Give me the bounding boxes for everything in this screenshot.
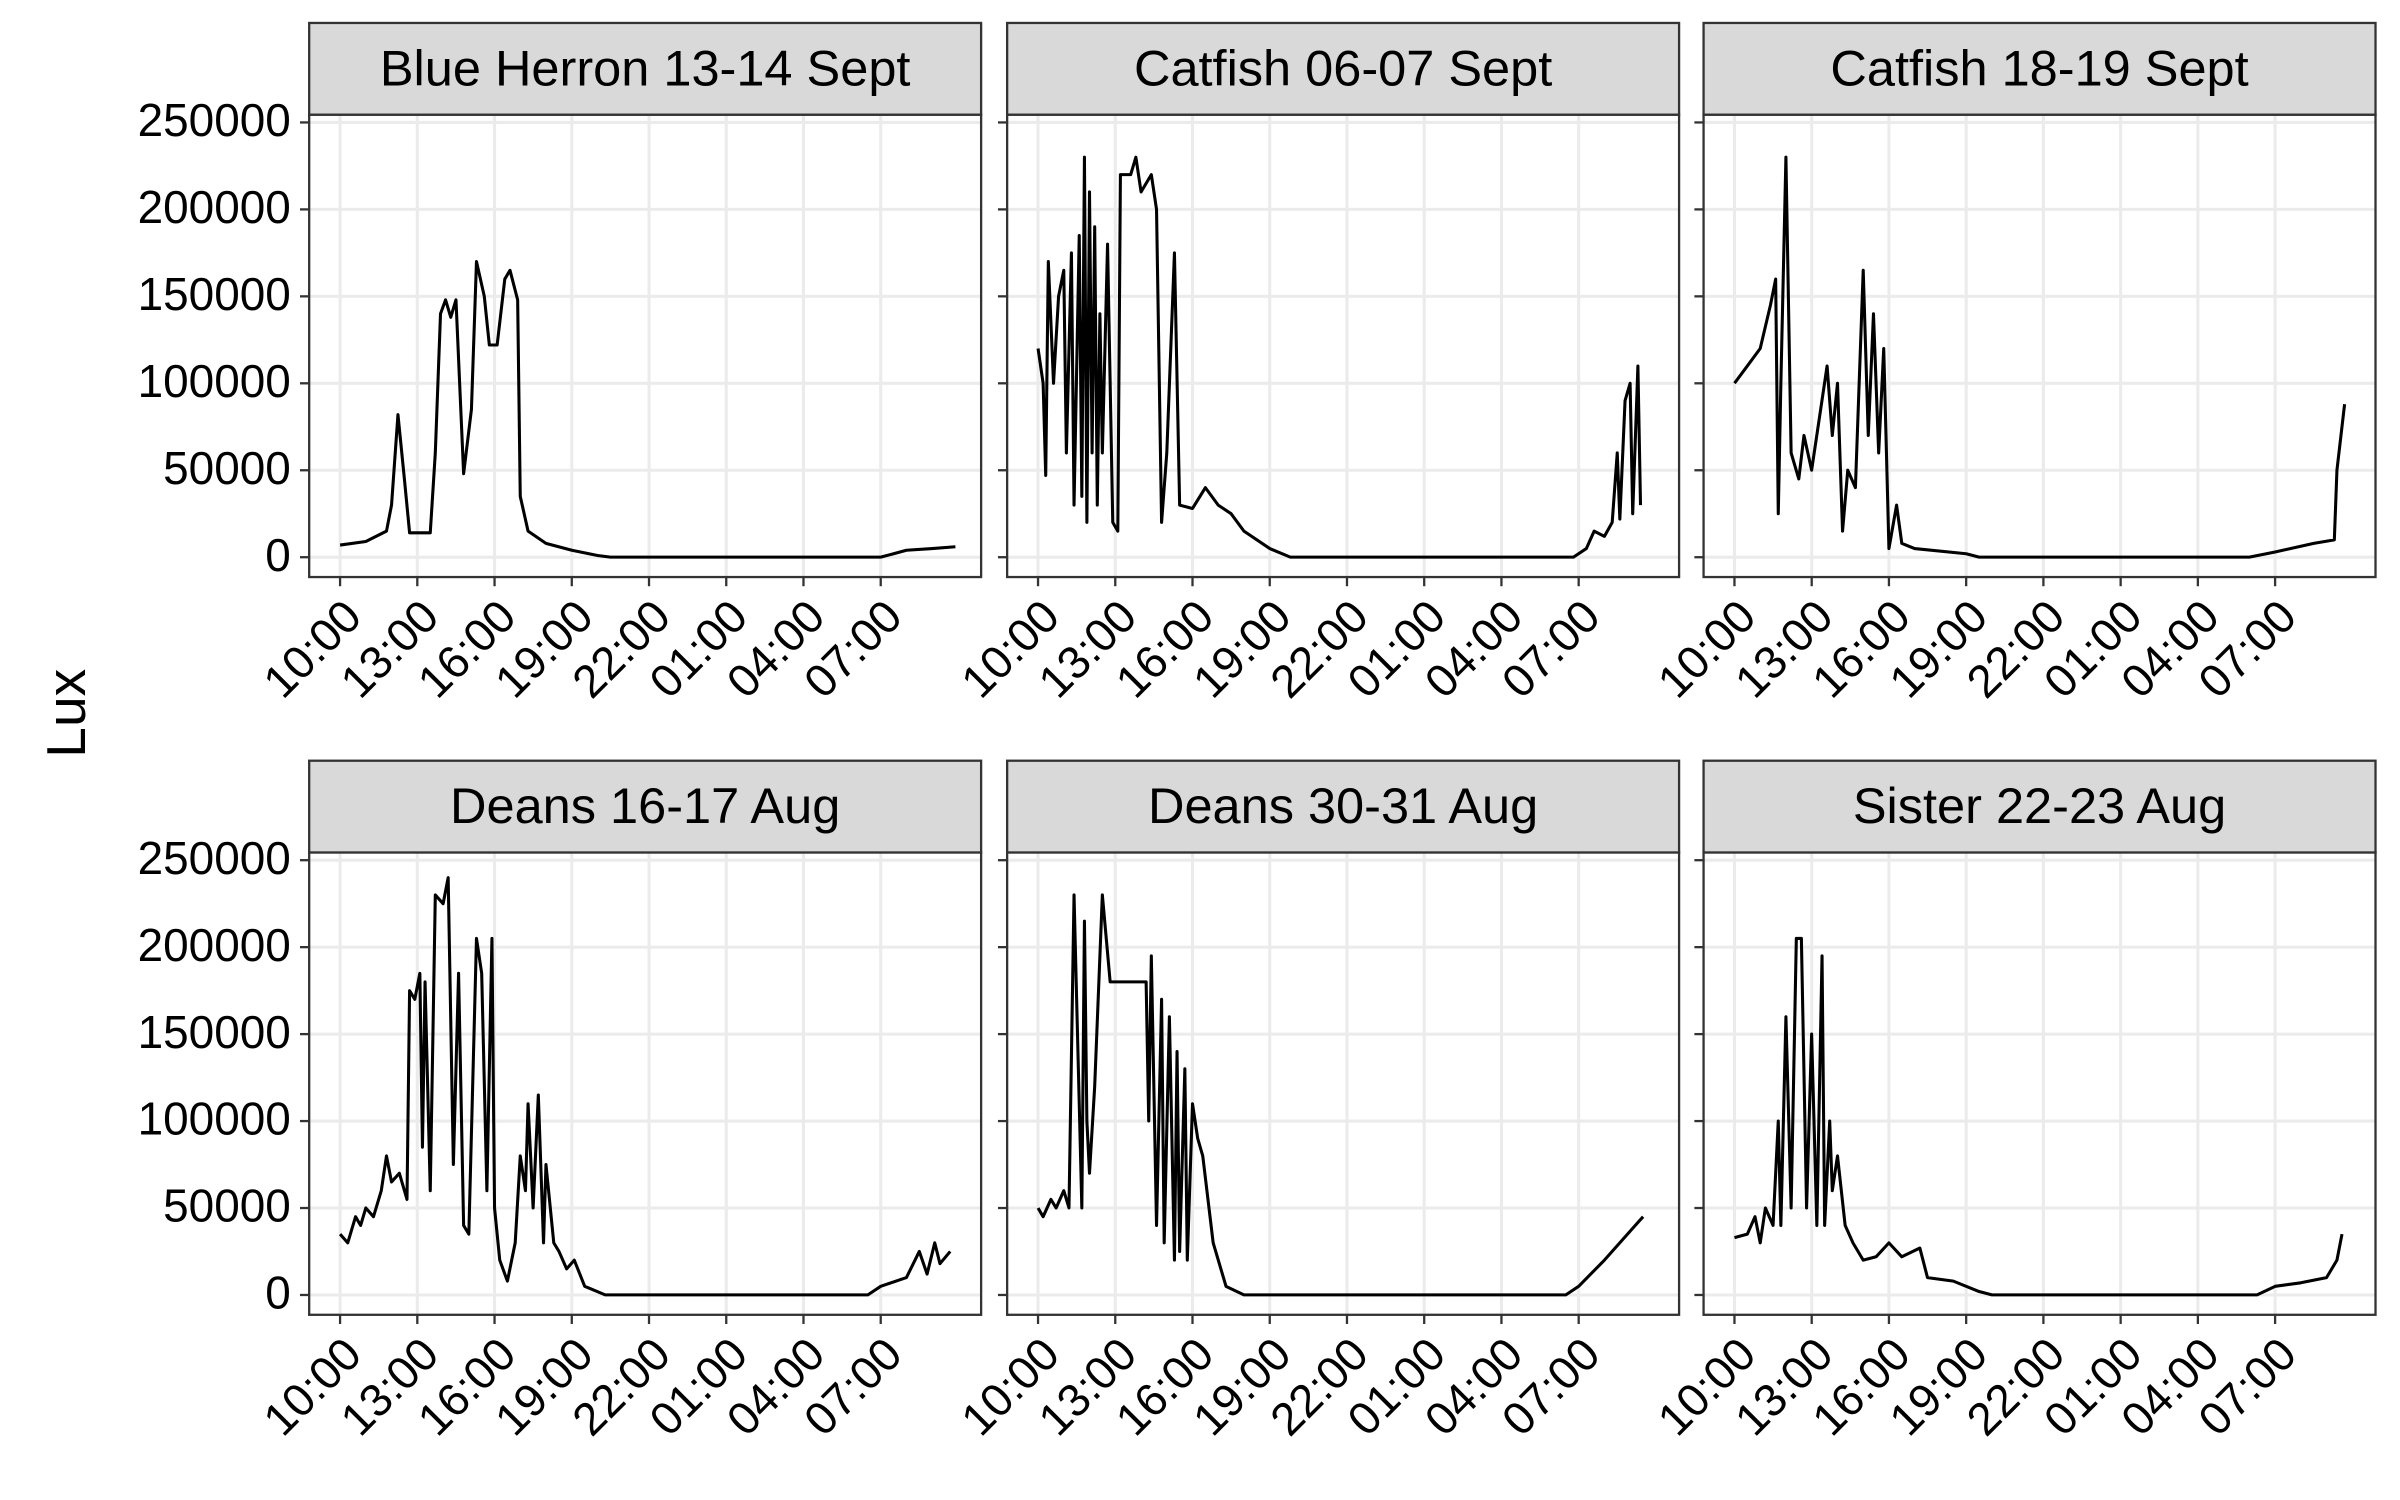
strip <box>308 21 983 116</box>
panel-border <box>308 851 983 1316</box>
panel-border <box>1702 851 2377 1316</box>
panel-title: Blue Herron 13-14 Sept <box>380 39 911 96</box>
panel-title: Deans 16-17 Aug <box>450 777 840 834</box>
panel-background <box>1703 114 2376 578</box>
strip <box>1005 759 1681 854</box>
data-line <box>338 876 952 1297</box>
strip <box>1702 759 2377 854</box>
panel-border <box>1005 113 1681 579</box>
y-tick-label: 100000 <box>138 355 291 407</box>
panel-border <box>1702 113 2377 579</box>
panel-title: Catfish 18-19 Sept <box>1830 39 2248 96</box>
y-tick-label: 150000 <box>138 1006 291 1058</box>
panel-border <box>1005 851 1681 1316</box>
y-tick-label: 250000 <box>138 94 291 146</box>
y-tick-label: 50000 <box>163 1180 291 1232</box>
y-tick-label: 100000 <box>138 1093 291 1145</box>
panel-title: Catfish 06-07 Sept <box>1134 39 1552 96</box>
strip <box>1005 21 1681 116</box>
y-tick-label: 0 <box>265 1267 291 1319</box>
y-tick-label: 200000 <box>138 181 291 233</box>
data-line <box>1036 893 1645 1297</box>
y-tick-label: 50000 <box>163 442 291 494</box>
data-line <box>1733 155 2347 559</box>
strip <box>308 759 983 854</box>
y-tick-label: 250000 <box>138 832 291 884</box>
panel-title: Sister 22-23 Aug <box>1853 777 2226 834</box>
panel-background <box>1007 852 1680 1315</box>
y-tick-label: 200000 <box>138 919 291 971</box>
data-line <box>339 260 956 559</box>
data-line <box>1734 936 2344 1297</box>
panel-background <box>1703 852 2376 1315</box>
panel-background <box>309 114 982 578</box>
y-axis-label: Lux <box>35 669 97 758</box>
data-line <box>1036 155 1643 559</box>
panel-title: Deans 30-31 Aug <box>1148 777 1538 834</box>
y-tick-label: 0 <box>265 529 291 581</box>
y-tick-label: 150000 <box>138 268 291 320</box>
strip <box>1702 21 2377 116</box>
panel-border <box>308 113 983 579</box>
